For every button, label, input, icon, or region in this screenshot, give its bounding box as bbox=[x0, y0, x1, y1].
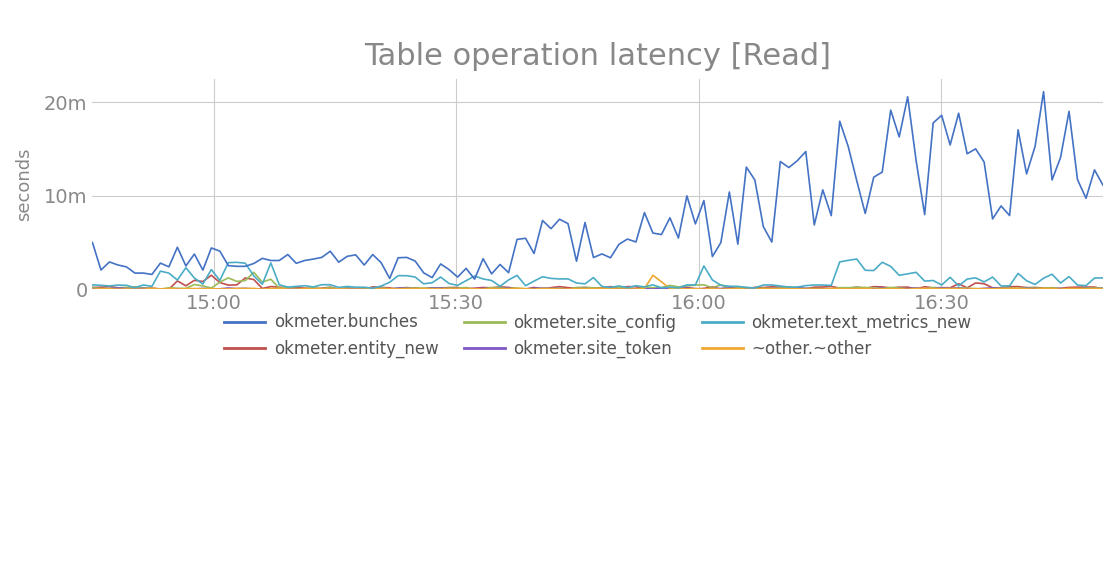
Y-axis label: seconds: seconds bbox=[15, 147, 34, 221]
Text: Table operation latency [Read]: Table operation latency [Read] bbox=[364, 42, 832, 71]
Legend: okmeter.bunches, okmeter.entity_new, okmeter.site_config, okmeter.site_token, ok: okmeter.bunches, okmeter.entity_new, okm… bbox=[217, 307, 978, 365]
